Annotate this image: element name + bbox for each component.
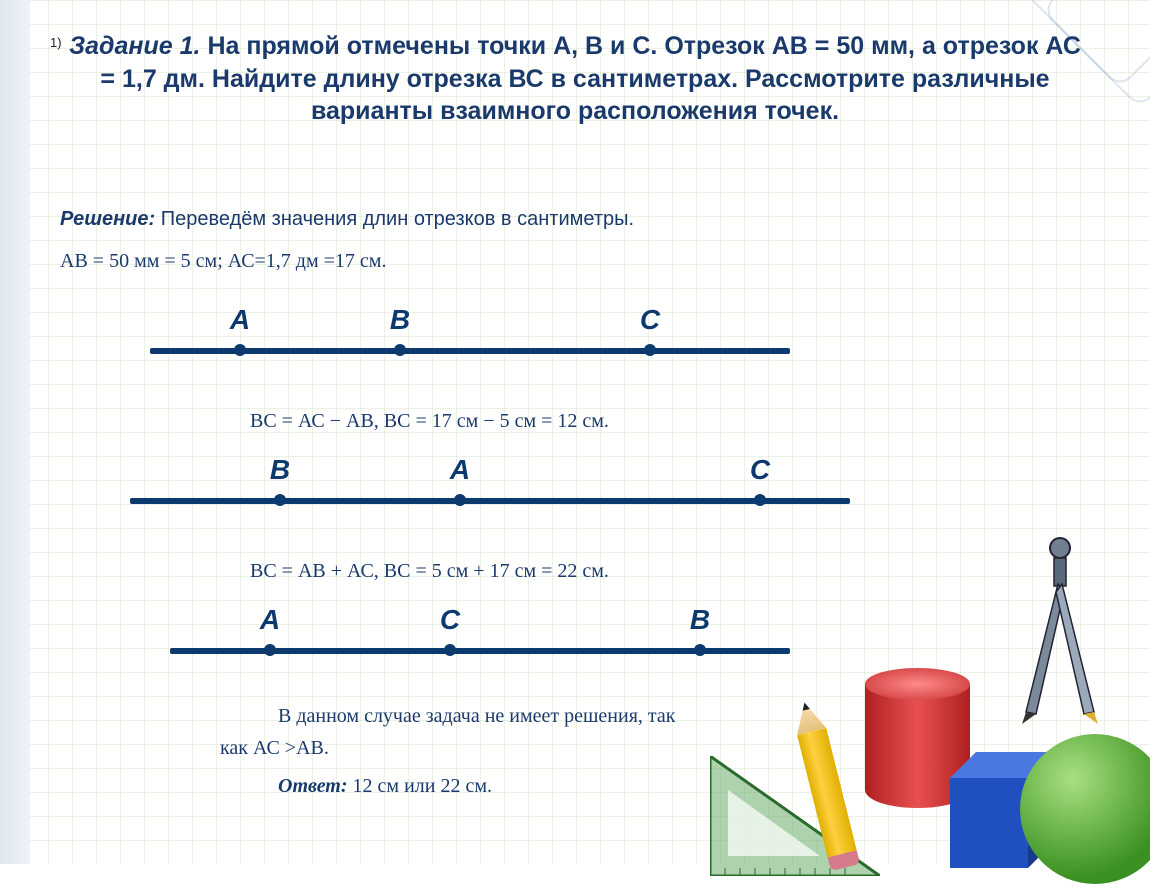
equation-2: ВС = АВ + АС, ВС = 5 см + 17 см = 22 см. (250, 560, 609, 583)
point-marker (264, 644, 276, 656)
equation-1: ВС = АС − АВ, ВС = 17 см − 5 см = 12 см. (250, 410, 609, 433)
point-marker (644, 344, 656, 356)
number-line-2: ВАС (130, 480, 850, 520)
note-line-1: В данном случае задача не имеет решения,… (278, 700, 675, 732)
answer: Ответ: 12 см или 22 см. (278, 775, 492, 798)
point-label: В (690, 604, 710, 636)
title-rest: На прямой отмечены точки А, В и С. Отрез… (100, 32, 1080, 125)
note-line-2: как АС >АВ. (220, 732, 329, 764)
line-baseline (150, 348, 790, 354)
compass-icon (1000, 534, 1120, 724)
solution-heading: Решение: Переведём значения длин отрезко… (60, 208, 634, 231)
answer-label: Ответ: (278, 775, 348, 797)
point-marker (234, 344, 246, 356)
point-label: В (390, 304, 410, 336)
answer-text: 12 см или 22 см. (348, 775, 492, 797)
point-label: А (450, 454, 470, 486)
solution-text: Переведём значения длин отрезков в санти… (155, 208, 634, 230)
point-label: С (440, 604, 460, 636)
point-marker (274, 494, 286, 506)
line-baseline (130, 498, 850, 504)
point-label: С (750, 454, 770, 486)
point-marker (694, 644, 706, 656)
point-label: С (640, 304, 660, 336)
conversion-line: АВ = 50 мм = 5 см; АС=1,7 дм =17 см. (60, 250, 386, 273)
point-label: А (230, 304, 250, 336)
number-line-3: АСВ (170, 630, 790, 670)
task-title: Задание 1. На прямой отмечены точки А, В… (60, 30, 1090, 128)
point-marker (444, 644, 456, 656)
point-marker (394, 344, 406, 356)
number-line-1: АВС (150, 330, 790, 370)
point-marker (454, 494, 466, 506)
point-marker (754, 494, 766, 506)
solution-label: Решение: (60, 208, 155, 230)
slide-content: 1) Задание 1. На прямой отмечены точки А… (0, 0, 1150, 864)
point-label: В (270, 454, 290, 486)
point-label: А (260, 604, 280, 636)
title-prefix: Задание 1. (69, 32, 200, 60)
